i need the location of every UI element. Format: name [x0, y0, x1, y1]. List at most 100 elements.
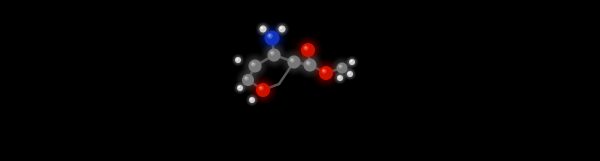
Circle shape [259, 85, 264, 91]
Circle shape [337, 75, 343, 81]
Circle shape [237, 85, 243, 91]
Circle shape [337, 75, 343, 81]
Circle shape [259, 25, 267, 33]
Circle shape [350, 60, 352, 62]
Circle shape [303, 58, 317, 72]
Circle shape [284, 53, 304, 71]
Circle shape [338, 76, 340, 77]
Circle shape [245, 57, 265, 75]
Circle shape [299, 41, 317, 59]
Circle shape [317, 64, 335, 82]
Circle shape [348, 58, 356, 66]
Circle shape [248, 97, 256, 103]
Circle shape [252, 63, 254, 65]
Circle shape [304, 45, 309, 51]
Circle shape [259, 25, 267, 33]
Circle shape [250, 98, 252, 100]
Circle shape [346, 70, 354, 78]
Circle shape [265, 30, 280, 46]
Circle shape [347, 71, 353, 77]
Circle shape [258, 24, 268, 34]
Circle shape [319, 66, 333, 80]
Circle shape [249, 97, 255, 103]
Circle shape [317, 64, 335, 81]
Circle shape [265, 30, 280, 46]
Circle shape [239, 71, 257, 89]
Circle shape [253, 80, 273, 100]
Circle shape [319, 66, 333, 80]
Circle shape [247, 57, 263, 75]
Circle shape [263, 30, 280, 46]
Circle shape [249, 97, 255, 103]
Circle shape [235, 57, 241, 63]
Circle shape [301, 43, 315, 57]
Circle shape [248, 96, 256, 104]
Circle shape [248, 96, 256, 104]
Circle shape [268, 34, 271, 37]
Circle shape [235, 56, 242, 64]
Circle shape [347, 71, 353, 77]
Circle shape [323, 70, 325, 72]
Circle shape [267, 48, 281, 62]
Circle shape [265, 46, 283, 64]
Circle shape [260, 25, 266, 33]
Circle shape [280, 27, 281, 28]
Circle shape [236, 84, 244, 92]
Circle shape [260, 87, 262, 89]
Circle shape [278, 25, 286, 33]
Circle shape [335, 61, 349, 75]
Circle shape [248, 60, 262, 72]
Circle shape [287, 56, 301, 68]
Circle shape [237, 85, 243, 91]
Circle shape [337, 62, 347, 74]
Circle shape [287, 55, 301, 69]
Circle shape [340, 65, 341, 67]
Circle shape [238, 86, 240, 88]
Circle shape [241, 73, 254, 87]
Circle shape [337, 74, 344, 82]
Circle shape [247, 58, 263, 74]
Circle shape [349, 59, 355, 65]
Circle shape [300, 42, 316, 58]
Circle shape [304, 58, 317, 71]
Circle shape [254, 81, 272, 99]
Circle shape [245, 77, 247, 79]
Circle shape [259, 24, 268, 34]
Circle shape [302, 57, 318, 73]
Circle shape [260, 27, 263, 29]
Circle shape [256, 83, 270, 97]
Circle shape [278, 25, 286, 33]
Circle shape [307, 62, 309, 64]
Circle shape [338, 76, 340, 78]
Circle shape [256, 83, 270, 97]
Circle shape [234, 56, 242, 64]
Circle shape [248, 60, 262, 72]
Circle shape [255, 82, 271, 98]
Circle shape [337, 75, 343, 81]
Circle shape [265, 46, 283, 64]
Circle shape [290, 58, 295, 63]
Circle shape [286, 53, 302, 71]
Circle shape [236, 85, 244, 91]
Circle shape [287, 56, 301, 68]
Circle shape [301, 56, 319, 74]
Circle shape [235, 57, 241, 63]
Circle shape [350, 61, 352, 62]
Circle shape [263, 29, 281, 47]
Circle shape [262, 28, 282, 48]
Circle shape [304, 58, 317, 71]
Circle shape [298, 40, 318, 60]
Circle shape [346, 70, 355, 78]
Circle shape [236, 58, 238, 60]
Circle shape [241, 73, 256, 87]
Circle shape [280, 27, 283, 29]
Circle shape [233, 56, 242, 64]
Circle shape [349, 59, 355, 65]
Circle shape [278, 25, 286, 33]
Circle shape [348, 72, 350, 74]
Circle shape [335, 61, 349, 75]
Circle shape [271, 52, 273, 54]
Circle shape [322, 68, 327, 74]
Circle shape [316, 63, 336, 83]
Circle shape [236, 84, 244, 92]
